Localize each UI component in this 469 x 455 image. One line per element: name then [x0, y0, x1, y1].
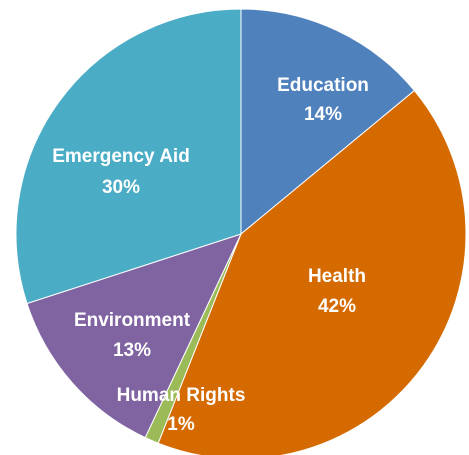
- pie-slices: [15, 8, 467, 455]
- label-health-value: 42%: [318, 296, 356, 317]
- label-education-name: Education: [277, 75, 369, 96]
- label-education-value: 14%: [304, 104, 342, 125]
- slice-environment: [26, 233, 242, 439]
- slice-health: [157, 89, 467, 455]
- label-human-rights-name: Human Rights: [117, 385, 246, 406]
- slice-education: [240, 8, 416, 236]
- label-environment-value: 13%: [113, 340, 151, 361]
- label-health-name: Health: [308, 266, 366, 287]
- label-human-rights-value: 1%: [167, 414, 195, 435]
- label-emergency-aid-value: 30%: [102, 177, 140, 198]
- label-emergency-aid-name: Emergency Aid: [52, 146, 190, 167]
- label-environment-name: Environment: [74, 310, 191, 331]
- pie-labels: Education 14% Health 42% Human Rights 1%…: [52, 75, 369, 435]
- slice-emergency-aid: [15, 8, 242, 305]
